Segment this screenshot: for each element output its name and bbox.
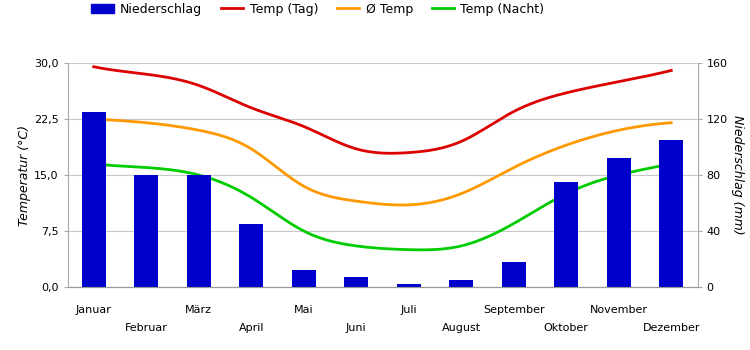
Text: März: März — [185, 305, 212, 315]
Bar — [607, 158, 631, 287]
Text: Mai: Mai — [294, 305, 314, 315]
Bar — [239, 224, 263, 287]
Text: Juni: Juni — [346, 323, 367, 333]
Bar — [659, 140, 683, 287]
Text: August: August — [442, 323, 481, 333]
Text: April: April — [238, 323, 264, 333]
Bar — [344, 277, 368, 287]
Text: Oktober: Oktober — [544, 323, 589, 333]
Bar — [292, 270, 316, 287]
Bar — [134, 175, 158, 287]
Text: Februar: Februar — [124, 323, 168, 333]
Bar — [82, 112, 106, 287]
Text: November: November — [590, 305, 648, 315]
Bar — [502, 262, 526, 287]
Text: Dezember: Dezember — [643, 323, 700, 333]
Bar — [187, 175, 211, 287]
Text: Juli: Juli — [400, 305, 417, 315]
Text: September: September — [483, 305, 544, 315]
Bar — [554, 182, 578, 287]
Y-axis label: Temperatur (°C): Temperatur (°C) — [18, 125, 31, 225]
Bar — [397, 284, 421, 287]
Text: Januar: Januar — [76, 305, 112, 315]
Y-axis label: Niederschlag (mm): Niederschlag (mm) — [731, 115, 744, 235]
Legend: Niederschlag, Temp (Tag), Ø Temp, Temp (Nacht): Niederschlag, Temp (Tag), Ø Temp, Temp (… — [86, 0, 550, 21]
Bar — [449, 280, 473, 287]
